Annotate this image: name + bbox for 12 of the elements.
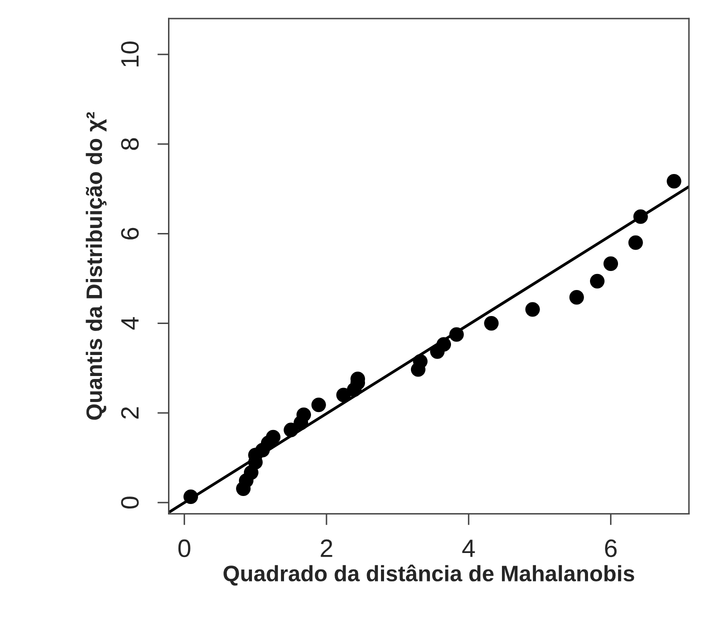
y-tick-label: 10 [121,41,139,66]
x-tick-label: 2 [320,539,332,557]
y-tick-label: 4 [121,317,139,330]
x-tick-label: 4 [462,540,475,557]
y-tick-label: 8 [121,138,139,150]
y-tick-label: 0 [121,496,139,509]
y-tick-label: 6 [121,228,139,240]
x-tick-label: 0 [178,539,190,558]
x-tick-label: 6 [605,539,617,558]
y-tick-label: 2 [121,407,139,419]
x-axis-title: Quadrado da distância de Mahalanobis [224,564,634,586]
y-axis-title: Quantis da Distribuição do χ² [86,112,107,420]
